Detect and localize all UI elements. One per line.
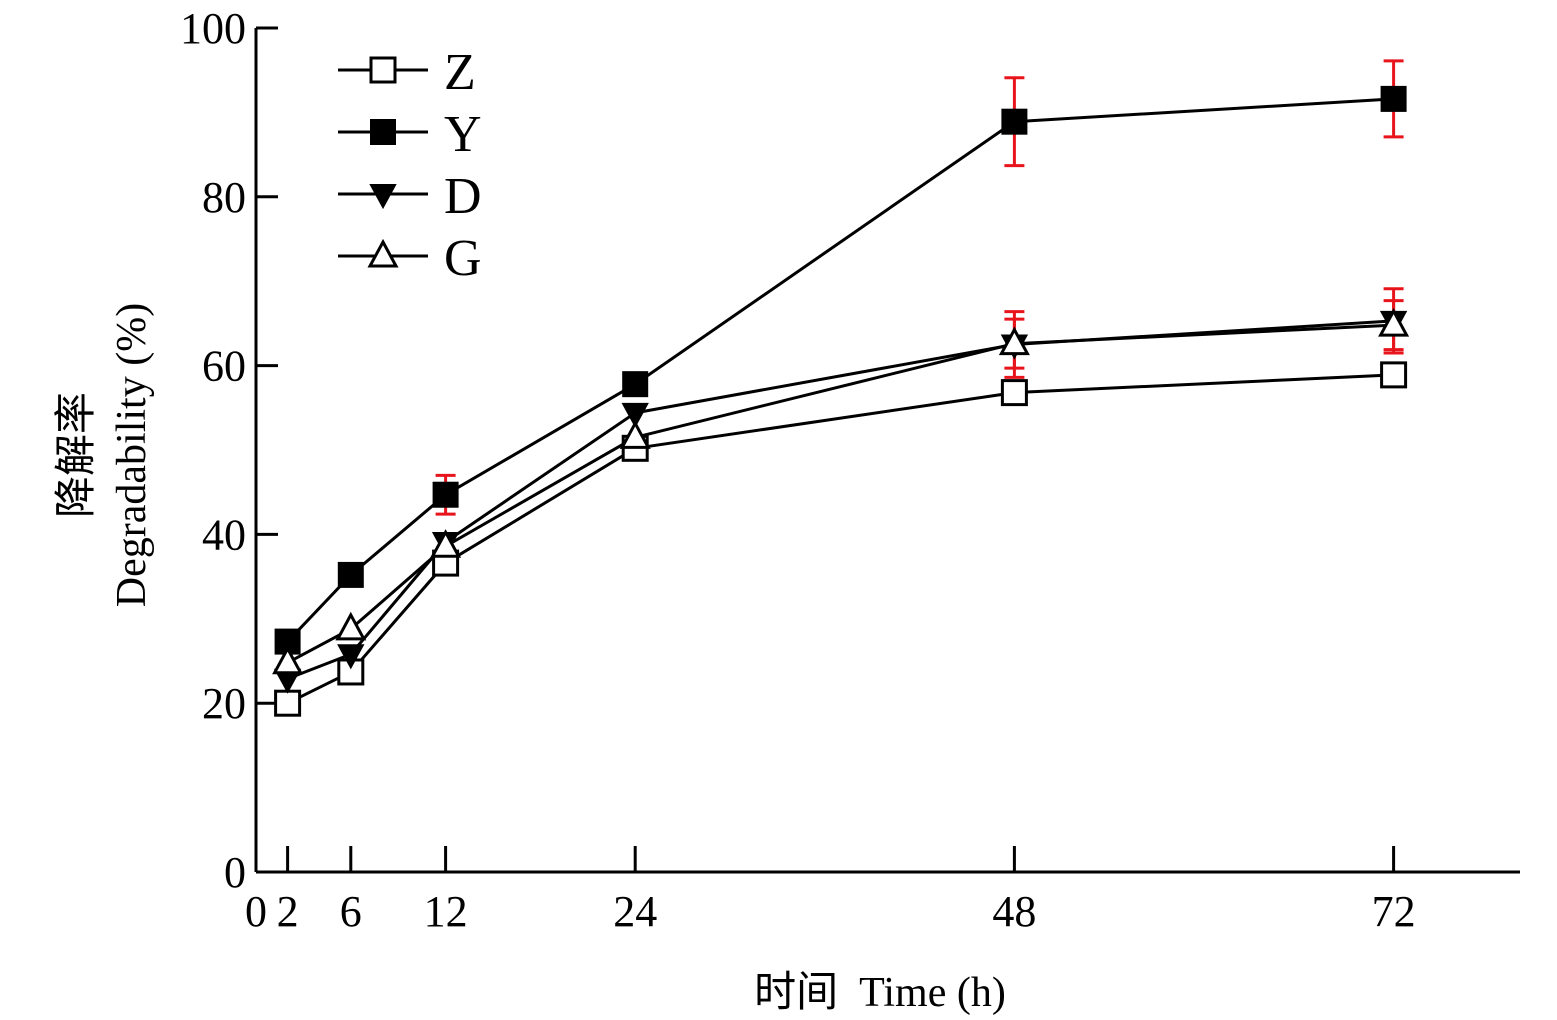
y-tick-label-100: 100 xyxy=(180,4,246,53)
point-D-24 xyxy=(621,402,649,428)
x-tick-label-6: 6 xyxy=(340,887,362,936)
point-G-48 xyxy=(998,326,1030,356)
point-Z-48 xyxy=(1000,379,1028,407)
point-G-2 xyxy=(272,645,304,675)
legend-label-D: D xyxy=(444,168,482,225)
legend-label-Y: Y xyxy=(444,106,482,163)
x-ticks: 0 2 6 12 24 48 72 xyxy=(245,846,1416,936)
x-axis-title: 时间 Time (h) xyxy=(754,970,1006,1016)
x-tick-label-48: 48 xyxy=(992,887,1036,936)
y-tick-label-20: 20 xyxy=(202,679,246,728)
y-tick-label-60: 60 xyxy=(202,342,246,391)
x-tick-label-2: 2 xyxy=(277,887,299,936)
point-G-12 xyxy=(430,529,462,558)
legend-label-Z: Z xyxy=(444,44,476,101)
x-tick-label-24: 24 xyxy=(613,887,657,936)
point-D-6 xyxy=(337,644,365,670)
point-Z-72 xyxy=(1380,361,1408,389)
point-Z-2 xyxy=(274,689,302,717)
point-Y-48 xyxy=(1001,108,1028,135)
x-tick-label-0: 0 xyxy=(245,887,267,936)
y-axis-title-cn: 降解率 xyxy=(53,392,100,518)
legend-marker-D xyxy=(369,184,397,210)
x-tick-label-12: 12 xyxy=(424,887,468,936)
y-tick-label-0: 0 xyxy=(224,848,246,897)
legend-marker-G xyxy=(367,238,399,268)
point-Y-24 xyxy=(622,371,649,398)
legend-marker-Z xyxy=(369,56,397,84)
point-G-72 xyxy=(1378,307,1410,337)
legend-label-G: G xyxy=(444,230,482,287)
point-Y-72 xyxy=(1380,85,1407,112)
point-Y-6 xyxy=(337,561,364,588)
point-G-24 xyxy=(619,420,651,449)
y-axis-title-en: Degradability (%) xyxy=(109,303,155,607)
point-Y-12 xyxy=(432,481,459,508)
legend-marker-Y xyxy=(370,119,396,145)
y-tick-label-40: 40 xyxy=(202,510,246,559)
y-tick-label-80: 80 xyxy=(202,173,246,222)
y-ticks: 0 20 40 60 80 100 xyxy=(180,4,278,897)
x-tick-label-72: 72 xyxy=(1372,887,1416,936)
axes xyxy=(254,28,1520,874)
series-layer xyxy=(272,59,1410,717)
point-G-6 xyxy=(335,611,367,641)
